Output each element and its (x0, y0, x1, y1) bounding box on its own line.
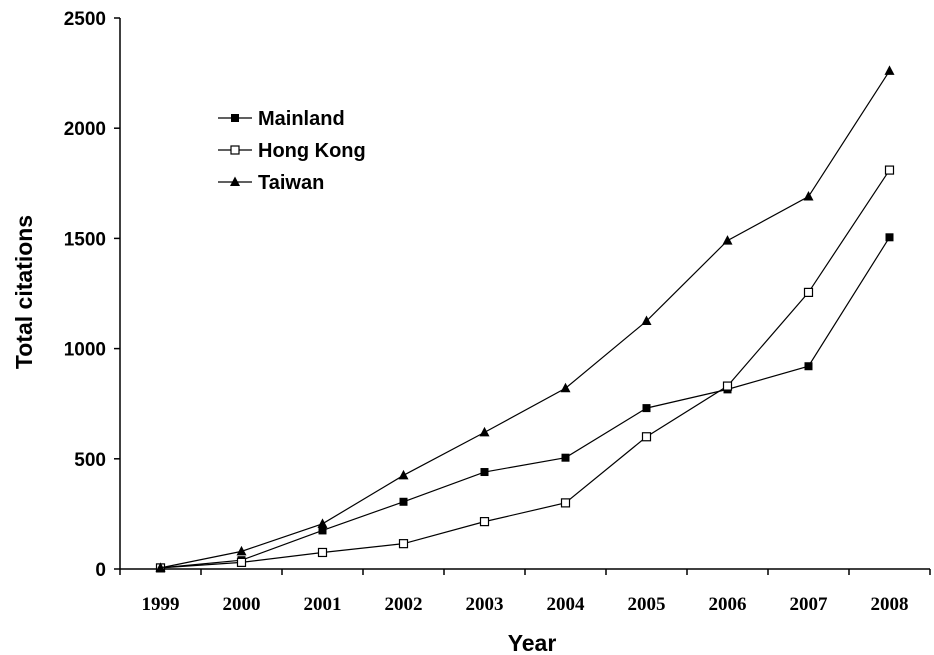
y-tick-label: 0 (95, 560, 106, 581)
series-hong-kong (155, 165, 895, 573)
data-point-hong-kong (236, 557, 247, 567)
legend-item-hong-kong: Hong Kong (218, 140, 366, 162)
x-tick-label: 2007 (790, 594, 829, 615)
y-tick-label: 2500 (64, 9, 106, 30)
data-point-mainland (480, 468, 489, 477)
x-tick-label: 2000 (223, 594, 261, 615)
data-point-mainland (885, 233, 894, 242)
x-axis: 1999 2000 2001 2002 2003 2004 2005 2006 2007 2008 (119, 568, 931, 615)
y-tick-label: 500 (74, 450, 106, 471)
x-tick-label: 2001 (304, 594, 342, 615)
legend-label: Mainland (258, 108, 345, 130)
y-tick-label: 1000 (64, 340, 106, 361)
series-line-taiwan (160, 70, 891, 569)
data-point-hong-kong (803, 287, 814, 297)
legend: Mainland Hong Kong Taiwan (218, 108, 366, 194)
data-point-hong-kong (317, 547, 328, 558)
x-tick-label: 2006 (709, 594, 747, 615)
legend-marker (231, 114, 239, 122)
data-point-hong-kong (398, 539, 409, 549)
y-tick-label: 1500 (64, 229, 106, 250)
data-point-taiwan (722, 235, 733, 245)
data-point-mainland (399, 497, 408, 506)
y-axis: 0 500 1000 1500 2000 2500 (64, 9, 121, 581)
data-point-taiwan (884, 65, 895, 75)
data-point-taiwan (479, 426, 490, 437)
data-point-hong-kong (479, 517, 490, 527)
data-point-taiwan (398, 469, 409, 480)
plot-area (155, 65, 895, 573)
series-line-hong-kong (160, 169, 891, 569)
data-point-taiwan (560, 382, 571, 393)
data-point-mainland (642, 404, 651, 413)
legend-label: Taiwan (258, 172, 324, 194)
data-point-taiwan (803, 191, 814, 201)
x-tick-label: 2002 (385, 594, 423, 615)
data-point-taiwan (317, 518, 328, 528)
series-mainland (156, 233, 894, 572)
x-tick-label: 2004 (547, 594, 586, 615)
legend-item-taiwan: Taiwan (218, 172, 324, 194)
x-axis-title: Year (508, 630, 557, 655)
y-axis-title: Total citations (11, 215, 37, 369)
series-taiwan (155, 65, 895, 572)
data-point-hong-kong (641, 432, 652, 442)
data-point-taiwan (236, 545, 247, 556)
legend-item-mainland: Mainland (218, 108, 345, 130)
legend-marker (230, 176, 240, 186)
legend-marker (230, 145, 240, 155)
x-tick-label: 1999 (142, 594, 180, 615)
data-point-mainland (804, 362, 813, 371)
data-point-hong-kong (884, 165, 895, 175)
data-point-hong-kong (722, 381, 733, 391)
data-point-hong-kong (560, 498, 571, 508)
x-tick-label: 2003 (466, 594, 504, 615)
data-point-mainland (318, 526, 327, 535)
legend-label: Hong Kong (258, 140, 366, 162)
series-line-mainland (160, 236, 891, 569)
data-point-taiwan (155, 562, 166, 572)
data-point-mainland (561, 453, 570, 462)
x-tick-label: 2005 (628, 594, 666, 615)
x-tick-label: 2008 (871, 594, 909, 615)
data-point-taiwan (641, 315, 652, 326)
y-tick-label: 2000 (64, 119, 106, 140)
